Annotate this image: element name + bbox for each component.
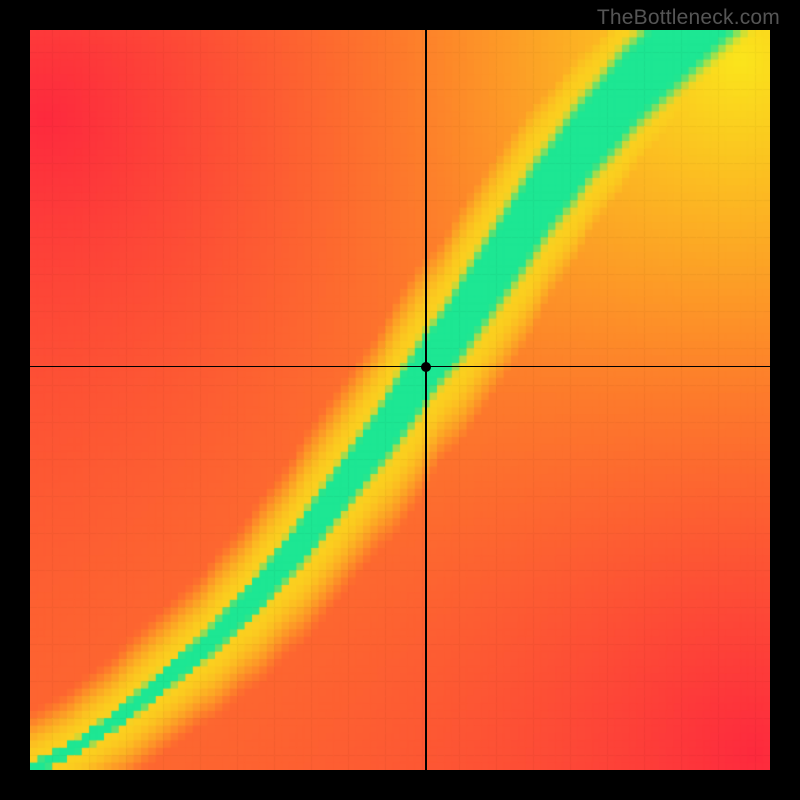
watermark-text: TheBottleneck.com [597,6,780,30]
crosshair-marker [421,362,431,372]
crosshair-vertical [425,30,427,770]
crosshair-horizontal [30,366,770,368]
plot-area [30,30,770,770]
heatmap-canvas [30,30,770,770]
